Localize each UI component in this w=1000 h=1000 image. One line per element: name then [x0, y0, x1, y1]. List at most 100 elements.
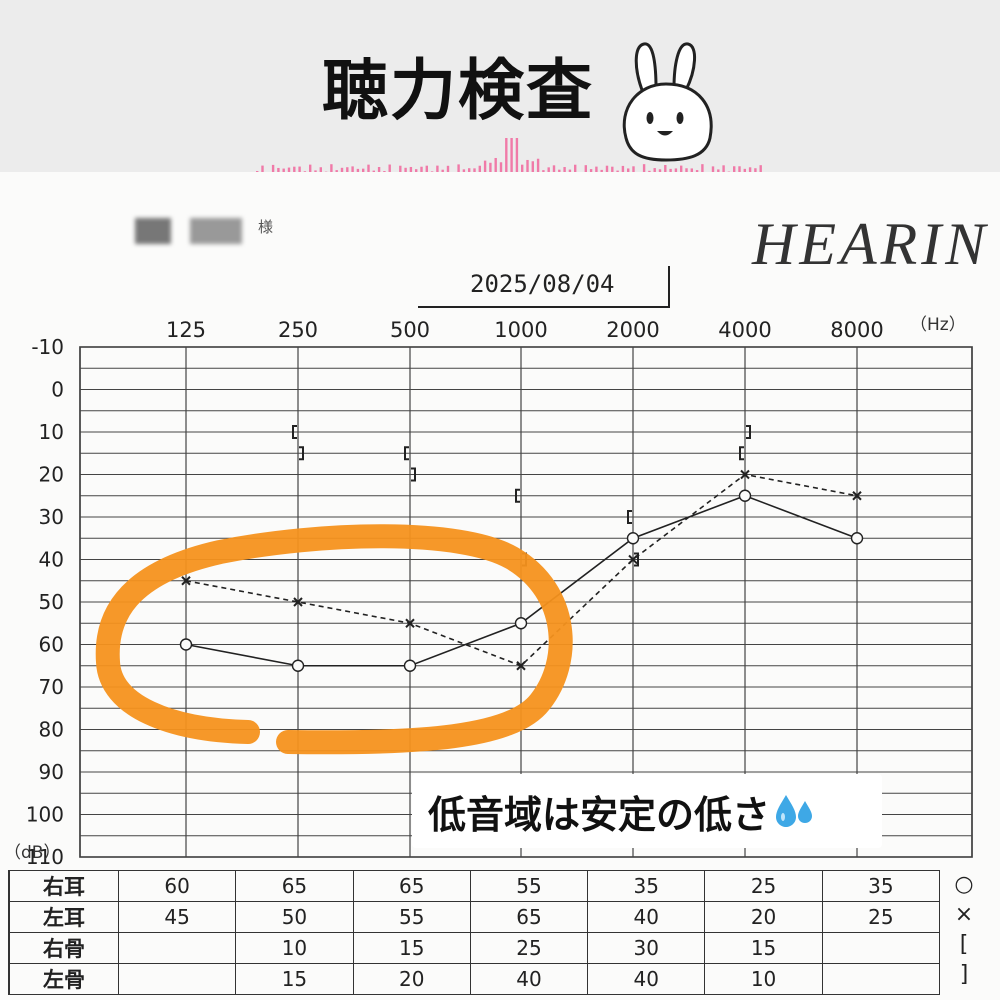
data-point-right-ear: [738, 489, 752, 502]
audiogram-paper: [0, 172, 1000, 1000]
table-cell: 15: [352, 932, 471, 964]
data-point-left-ear: [628, 554, 638, 565]
data-point-left-ear: [181, 576, 191, 586]
data-point-left-ear: [293, 597, 303, 607]
y-tick-label: 30: [39, 505, 64, 529]
y-tick-label: -10: [31, 335, 64, 359]
table-cell: [117, 963, 237, 995]
legend-symbols: ○ × []: [944, 870, 984, 990]
table-cell: 15: [704, 932, 823, 964]
table-cell: 50: [235, 901, 354, 933]
test-date: 2025/08/04: [470, 270, 615, 298]
results-table: 右耳 60 65 65 55 35 25 35 左耳 45 50 55 65 40 20 25 右骨 10 15 25…: [8, 870, 941, 995]
row-label: 左骨: [8, 963, 119, 995]
data-point-left-bone: [634, 552, 639, 567]
table-cell: 20: [352, 963, 471, 995]
data-point-right-ear: [403, 659, 417, 672]
row-label: 右耳: [8, 870, 119, 902]
table-cell: [117, 932, 237, 964]
data-point-right-bone: [739, 446, 744, 461]
table-cell: 25: [469, 932, 589, 964]
y-tick-label: 20: [39, 463, 64, 487]
table-cell: 55: [469, 870, 589, 902]
x-tick-label: 2000: [606, 318, 659, 342]
data-point-right-ear: [179, 638, 193, 651]
legend-symbol: [: [959, 932, 969, 957]
table-cell: [821, 963, 941, 995]
data-point-right-bone: [515, 488, 520, 503]
y-tick-label: 110: [26, 845, 64, 869]
table-row: 右骨 10 15 25 30 15: [8, 932, 941, 964]
y-unit-label: （dB）: [4, 843, 60, 863]
table-cell: 55: [352, 901, 471, 933]
sweat-drops-icon: [776, 795, 813, 827]
table-cell: 25: [704, 870, 823, 902]
table-cell: 10: [235, 932, 354, 964]
row-label: 右骨: [8, 932, 119, 964]
table-cell: 30: [587, 932, 706, 964]
y-tick-label: 80: [39, 718, 64, 742]
x-unit-label: （Hz）: [910, 315, 966, 335]
data-point-left-bone: [299, 446, 304, 461]
y-tick-label: 60: [39, 633, 64, 657]
table-cell: 35: [587, 870, 706, 902]
x-tick-label: 125: [166, 318, 206, 342]
x-tick-label: 4000: [718, 318, 771, 342]
table-cell: 20: [704, 901, 823, 933]
y-tick-label: 10: [39, 420, 64, 444]
date-box: [418, 266, 670, 308]
table-cell: 35: [821, 870, 941, 902]
x-tick-label: 1000: [494, 318, 547, 342]
table-cell: 45: [117, 901, 237, 933]
table-cell: 65: [469, 901, 589, 933]
annotation-note: 低音域は安定の低さ: [412, 774, 882, 848]
x-tick-label: 500: [390, 318, 430, 342]
table-row: 左骨 15 20 40 40 10: [8, 963, 941, 995]
data-point-left-ear: [516, 661, 526, 671]
x-tick-label: 250: [278, 318, 318, 342]
table-cell: 40: [469, 963, 589, 995]
highlight-stroke: [95, 524, 573, 755]
data-point-right-bone: [404, 446, 409, 461]
data-point-right-ear: [514, 617, 528, 630]
x-tick-labels: 125 250 500 1000 2000 4000 8000: [166, 318, 884, 342]
y-tick-label: 90: [39, 760, 64, 784]
table-cell: 25: [821, 901, 941, 933]
data-point-right-ear: [291, 659, 305, 672]
data-point-right-ear: [850, 532, 864, 545]
table-cell: 40: [587, 901, 706, 933]
table-row: 左耳 45 50 55 65 40 20 25: [8, 901, 941, 933]
row-label: 左耳: [8, 901, 119, 933]
data-point-left-ear: [852, 491, 862, 501]
x-tick-label: 8000: [830, 318, 883, 342]
table-cell: 60: [117, 870, 237, 902]
legend-symbol: ]: [959, 962, 969, 987]
chart-series: [179, 425, 864, 672]
redacted-name: [135, 218, 171, 244]
table-cell: 65: [235, 870, 354, 902]
table-cell: 65: [352, 870, 471, 902]
table-cell: [821, 932, 941, 964]
form-heading: HEARIN: [752, 211, 990, 277]
redacted-name: [190, 218, 242, 244]
y-tick-label: 50: [39, 590, 64, 614]
bunny-sticker-icon: [622, 42, 713, 162]
table-cell: 40: [587, 963, 706, 995]
annotation-text: 低音域は安定の低さ: [428, 792, 771, 837]
y-tick-labels: -10 0 10 20 30 40 50 60 70 80 90 100 110: [26, 335, 64, 869]
data-point-left-bone: [746, 425, 751, 439]
data-point-left-ear: [405, 618, 415, 628]
page-title: 聴力検査: [322, 52, 594, 129]
table-cell: 10: [704, 963, 823, 995]
y-tick-label: 70: [39, 675, 64, 699]
legend-symbol: ×: [954, 902, 974, 927]
data-point-right-bone: [627, 510, 632, 524]
y-tick-label: 100: [26, 803, 64, 827]
y-tick-label: 0: [51, 378, 64, 402]
data-point-right-ear: [626, 532, 640, 545]
y-tick-label: 40: [39, 548, 64, 572]
data-point-right-bone: [292, 425, 297, 439]
name-suffix: 様: [258, 218, 274, 236]
table-cell: 15: [235, 963, 354, 995]
